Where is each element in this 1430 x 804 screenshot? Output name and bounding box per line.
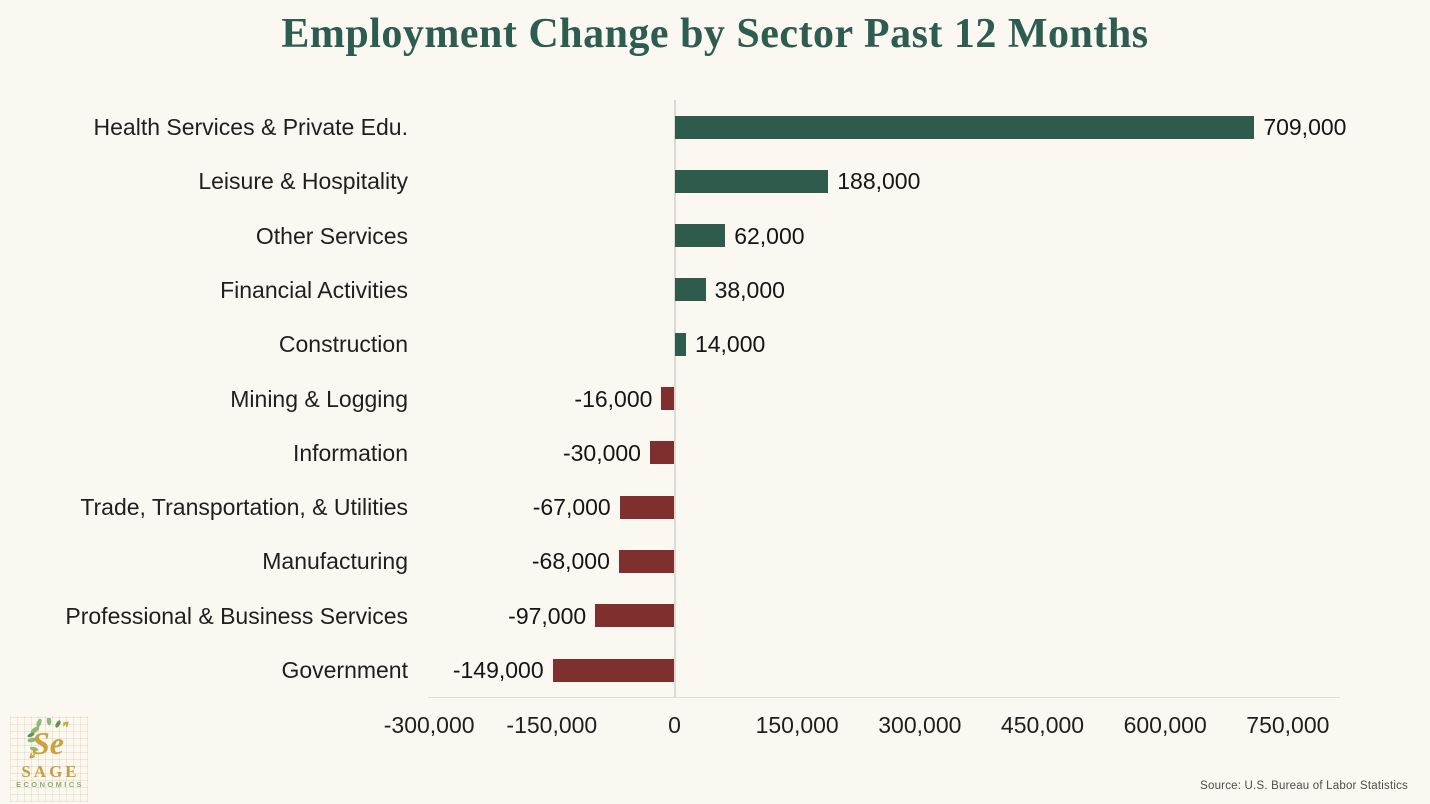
value-label: 188,000 [837, 168, 921, 195]
x-tick-label: 750,000 [1246, 712, 1330, 738]
chart-title: Employment Change by Sector Past 12 Mont… [281, 11, 1149, 57]
x-tick-label: 600,000 [1123, 712, 1207, 738]
category-label: Health Services & Private Edu. [93, 114, 408, 140]
x-tick-label: 150,000 [755, 712, 839, 738]
logo-wordmark: SAGE [21, 762, 80, 781]
bar-negative [649, 441, 675, 465]
category-label: Financial Activities [220, 276, 408, 303]
category-label: Trade, Transportation, & Utilities [80, 494, 408, 521]
category-label: Government [281, 657, 408, 683]
x-tick-label: 0 [668, 712, 681, 738]
value-label: -67,000 [532, 494, 611, 521]
bar-positive [674, 332, 686, 356]
value-label: -16,000 [574, 385, 653, 412]
bar-positive [674, 169, 829, 193]
x-axis-line [428, 696, 1340, 698]
bar-negative [552, 658, 675, 682]
category-label: Leisure & Hospitality [198, 168, 408, 195]
value-label: 14,000 [694, 331, 766, 358]
category-label: Mining & Logging [230, 385, 408, 412]
x-tick-label: 450,000 [1000, 712, 1085, 738]
bar-negative [619, 495, 675, 519]
logo-tree-monogram-icon: Se [27, 718, 69, 761]
bar-positive [674, 278, 706, 302]
bar-positive [674, 115, 1255, 139]
value-label: 62,000 [734, 222, 805, 249]
value-label: 38,000 [714, 276, 785, 303]
sage-economics-logo: Se SAGE ECONOMICS [10, 716, 88, 802]
bar-negative [618, 549, 675, 573]
category-label: Professional & Business Services [65, 602, 408, 629]
value-label: -97,000 [508, 602, 587, 629]
logo-subtext: ECONOMICS [16, 780, 84, 789]
category-label: Information [292, 439, 408, 466]
category-label: Construction [278, 331, 408, 358]
bar-positive [674, 224, 726, 248]
x-tick-label: -150,000 [506, 712, 598, 738]
bar-negative [661, 387, 675, 410]
x-tick-label: 300,000 [878, 712, 962, 738]
source-note: Source: U.S. Bureau of Labor Statistics [1200, 780, 1408, 792]
value-label: -68,000 [531, 548, 610, 575]
value-label: -30,000 [562, 439, 641, 466]
category-label: Other Services [255, 222, 408, 249]
category-label: Manufacturing [262, 548, 408, 575]
x-tick-label: -300,000 [383, 712, 475, 738]
zero-axis-line [674, 100, 676, 697]
svg-text:Se: Se [32, 725, 64, 761]
value-label: 709,000 [1263, 114, 1347, 140]
bar-negative [595, 604, 675, 628]
value-label: -149,000 [452, 657, 544, 683]
